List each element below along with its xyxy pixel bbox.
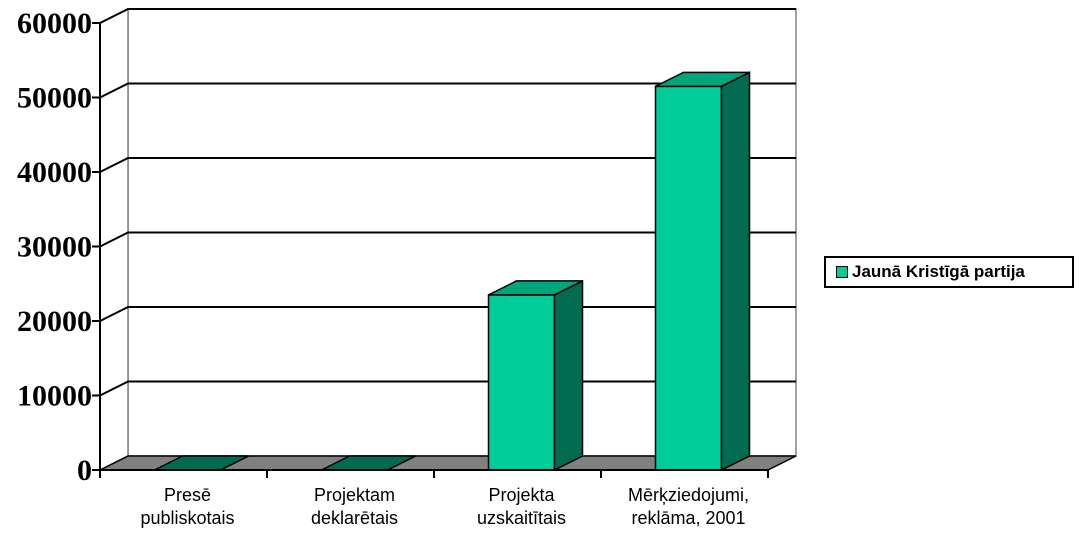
x-axis-ticks: Presē publiskotais Projektam deklarētais Pro… [99,470,769,528]
bar-side [720,71,751,472]
x-tick-label: Projekta [488,485,555,505]
y-tick-label: 60000 [17,7,92,40]
y-tick-label: 20000 [17,305,92,338]
x-tick-label: uzskaitītais [477,508,566,528]
y-tick-label: 50000 [17,82,92,115]
bar-front [487,294,556,471]
bar-top [488,280,583,296]
gridline [99,82,796,99]
bar-front [654,85,723,471]
legend-swatch [836,266,848,278]
y-tick-label: 0 [77,454,92,487]
y-tick-label: 10000 [17,380,92,413]
gridline [99,231,796,248]
y-axis-ticks: 0 10000 20000 30000 40000 50000 60000 [17,7,100,487]
gridline [99,157,796,173]
legend-label: Jaunā Kristīgā partija [852,262,1025,281]
bar [487,279,584,472]
bar-side [553,279,584,472]
x-tick-label: Mērķziedojumi, [628,485,749,505]
bar-top [655,71,750,88]
x-tick-label: deklarētais [311,508,398,528]
y-tick-label: 30000 [17,231,92,264]
legend: Jaunā Kristīgā partija [824,256,1074,288]
bar [654,71,751,472]
x-tick-label: reklāma, 2001 [631,508,745,528]
x-tick-label: publiskotais [140,508,234,528]
gridline [99,8,796,24]
x-tick-label: Presē [164,485,211,505]
x-tick-label: Projektam [314,485,395,505]
y-tick-label: 40000 [17,156,92,189]
